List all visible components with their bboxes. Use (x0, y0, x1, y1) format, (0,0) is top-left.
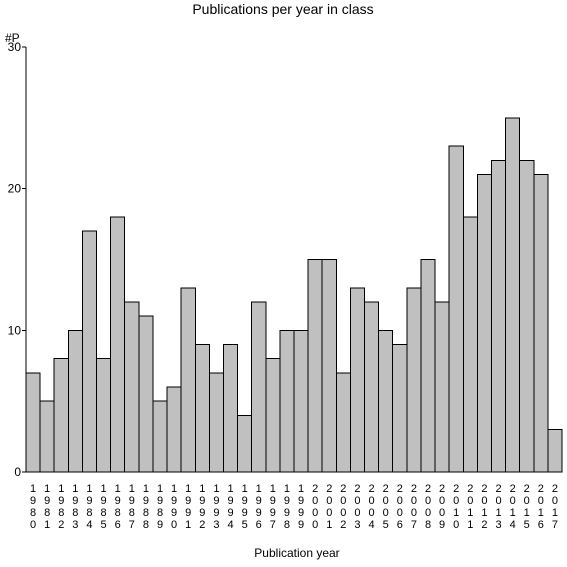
bar-2009 (434, 301, 450, 473)
axes-group (25, 47, 562, 473)
bar-1999 (293, 329, 309, 473)
bar-2013 (490, 159, 507, 473)
bar-2008 (420, 259, 436, 473)
bar-2014 (505, 117, 521, 473)
bar-1994 (222, 344, 239, 473)
bar-1998 (279, 329, 295, 473)
bar-1993 (208, 372, 224, 473)
bar-1996 (251, 301, 267, 473)
bar-2005 (378, 329, 394, 473)
bar-2017 (547, 429, 563, 473)
bar-2003 (349, 287, 366, 473)
y-tick-label: 20 (8, 182, 22, 196)
bar-2004 (364, 301, 380, 473)
bar-1987 (124, 301, 140, 473)
bar-2010 (448, 145, 464, 473)
y-tick-label: 0 (14, 465, 21, 479)
bar-1980 (25, 372, 41, 473)
bar-1988 (138, 315, 154, 473)
bar-1983 (67, 329, 83, 473)
bar-1985 (96, 358, 112, 473)
x-tick-labels: 1 9 8 0 1 9 8 1 1 9 8 2 1 9 8 3 1 9 8 4 1 9 8 5 1 9 8 6 1 9 8 7 1 9 8 8 1 9 8 9… (30, 483, 558, 531)
chart-title: Publications per year in class (192, 1, 373, 17)
bar-2016 (533, 174, 549, 473)
bar-1997 (265, 358, 281, 473)
y-tick-label: 30 (8, 40, 22, 54)
bar-1992 (194, 344, 210, 473)
bar-1986 (110, 216, 126, 473)
bar-2006 (392, 344, 408, 473)
bar-1981 (39, 400, 55, 473)
bar-1982 (53, 358, 69, 473)
y-tick-label: 10 (8, 323, 22, 337)
bar-1995 (237, 414, 253, 473)
bar-2015 (519, 159, 535, 473)
bar-1990 (166, 386, 182, 473)
bar-2002 (335, 372, 351, 473)
bar-1984 (81, 230, 98, 473)
y-tick-labels: 0 10 20 30 (8, 40, 26, 479)
bars-group (25, 117, 563, 473)
bar-2000 (307, 259, 323, 473)
y-axis-label: #P (5, 31, 20, 45)
bar-2011 (462, 216, 478, 473)
bar-1991 (180, 287, 196, 473)
bar-2001 (321, 259, 337, 473)
bar-2007 (406, 287, 422, 473)
x-axis-label: Publication year (254, 546, 339, 560)
bar-1989 (152, 400, 168, 473)
bar-2012 (476, 174, 492, 473)
